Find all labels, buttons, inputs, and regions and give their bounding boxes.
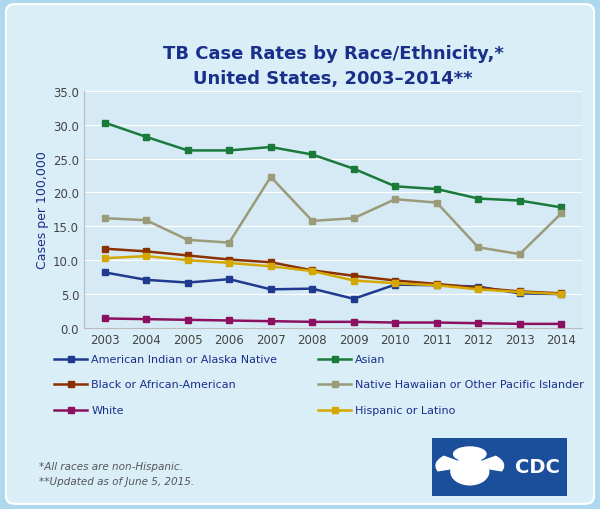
Text: TB Case Rates by Race/Ethnicity,*: TB Case Rates by Race/Ethnicity,* bbox=[163, 44, 503, 63]
Text: White: White bbox=[91, 405, 124, 415]
Text: Hispanic or Latino: Hispanic or Latino bbox=[355, 405, 455, 415]
Text: **Updated as of June 5, 2015.: **Updated as of June 5, 2015. bbox=[39, 476, 194, 486]
Wedge shape bbox=[436, 457, 470, 471]
Text: United States, 2003–2014**: United States, 2003–2014** bbox=[193, 70, 473, 88]
Text: Native Hawaiian or Other Pacific Islander: Native Hawaiian or Other Pacific Islande… bbox=[355, 379, 584, 389]
Wedge shape bbox=[470, 457, 503, 471]
FancyBboxPatch shape bbox=[425, 435, 574, 499]
Text: American Indian or Alaska Native: American Indian or Alaska Native bbox=[91, 354, 277, 364]
Ellipse shape bbox=[451, 459, 488, 485]
Text: Asian: Asian bbox=[355, 354, 386, 364]
Text: *All races are non-Hispanic.: *All races are non-Hispanic. bbox=[39, 461, 183, 471]
Text: CDC: CDC bbox=[515, 458, 560, 476]
Text: Black or African-American: Black or African-American bbox=[91, 379, 236, 389]
Y-axis label: Cases per 100,000: Cases per 100,000 bbox=[36, 151, 49, 269]
FancyBboxPatch shape bbox=[6, 5, 594, 504]
Circle shape bbox=[454, 447, 486, 461]
